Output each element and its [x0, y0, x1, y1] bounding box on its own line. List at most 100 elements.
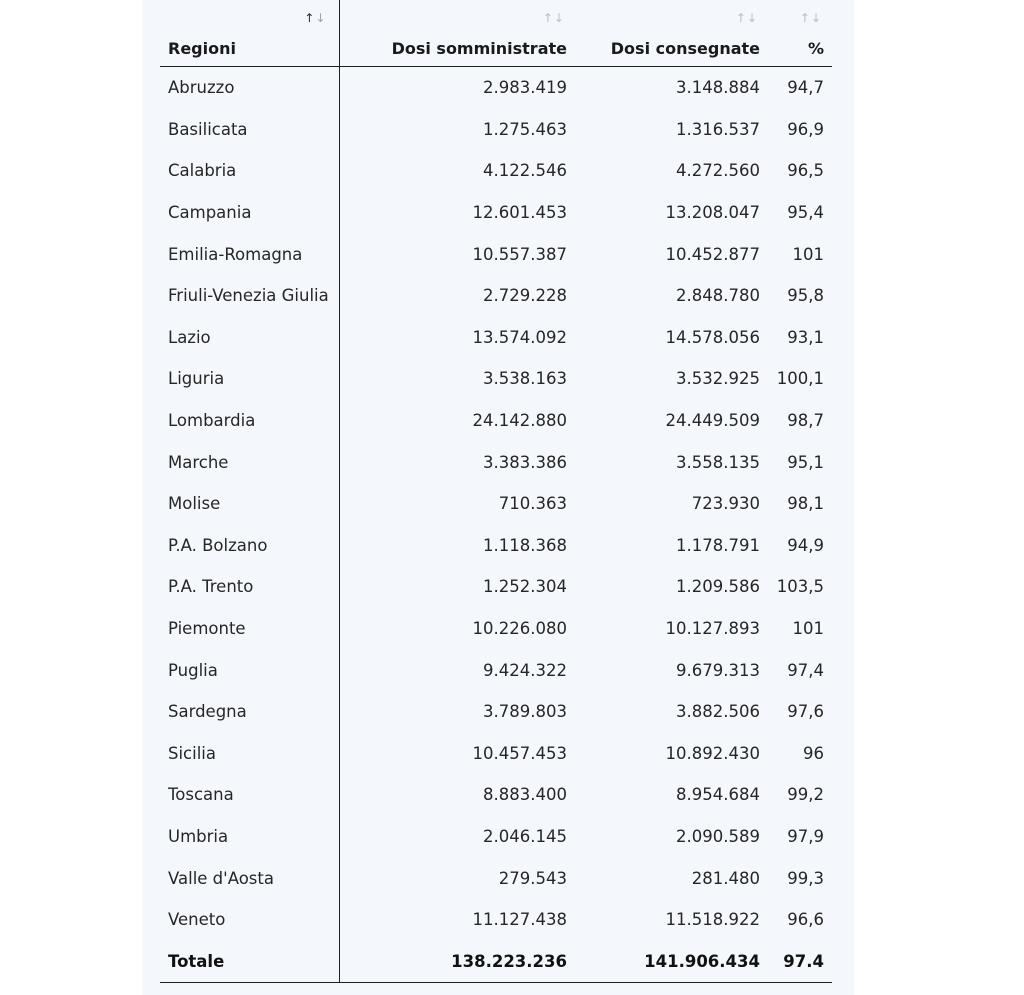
cell-administered: 3.789.803: [483, 702, 567, 722]
cell-delivered: 13.208.047: [665, 203, 760, 223]
table-row: Umbria 2.046.145 2.090.589 97,9: [160, 815, 832, 858]
cell-percent: 98,1: [787, 494, 824, 514]
cell-percent: 95,1: [787, 452, 824, 472]
cell-region: Abruzzo: [160, 66, 340, 109]
column-header-label: Dosi somministrate: [391, 39, 567, 58]
total-row: Totale 138.223.236 141.906.434 97.4: [160, 940, 832, 984]
cell-percent: 99,3: [787, 868, 824, 888]
cell-administered: 10.557.387: [472, 244, 567, 264]
cell-delivered: 1.209.586: [676, 577, 760, 597]
table-row: Calabria 4.122.546 4.272.560 96,5: [160, 150, 832, 192]
cell-region: Calabria: [160, 150, 340, 192]
cell-administered: 2.729.228: [483, 286, 567, 306]
vaccine-doses-table: ↑↓ Regioni ↑↓ Dosi somministrate ↑↓ Dosi…: [160, 0, 832, 984]
table-row: Toscana 8.883.400 8.954.684 99,2: [160, 774, 832, 816]
cell-delivered: 10.452.877: [665, 244, 760, 264]
table-row: Sardegna 3.789.803 3.882.506 97,6: [160, 690, 832, 733]
table-row: P.A. Bolzano 1.118.368 1.178.791 94,9: [160, 524, 832, 567]
cell-delivered: 2.090.589: [676, 826, 760, 846]
cell-administered: 3.538.163: [483, 369, 567, 389]
table-row: Molise 710.363 723.930 98,1: [160, 482, 832, 525]
cell-region: Friuli-Venezia Giulia: [160, 274, 340, 317]
sort-arrows-icon[interactable]: ↑↓: [543, 11, 565, 25]
cell-delivered: 10.127.893: [665, 619, 760, 639]
cell-percent: 101: [792, 244, 825, 264]
total-cell-administered: 138.223.236: [339, 940, 575, 984]
column-header-label: Regioni: [168, 39, 236, 58]
sort-arrows-icon[interactable]: ↑↓: [304, 11, 326, 25]
cell-administered: 1.252.304: [483, 577, 567, 597]
sort-arrows-icon[interactable]: ↑↓: [800, 11, 822, 25]
cell-percent: 97,6: [787, 702, 824, 722]
table-row: Piemonte 10.226.080 10.127.893 101: [160, 607, 832, 650]
cell-percent: 101: [792, 619, 825, 639]
table-row: Marche 3.383.386 3.558.135 95,1: [160, 441, 832, 483]
table-panel: ↑↓ Regioni ↑↓ Dosi somministrate ↑↓ Dosi…: [142, 0, 854, 995]
cell-region: Sardegna: [160, 690, 340, 733]
table-row: Puglia 9.424.322 9.679.313 97,4: [160, 649, 832, 691]
total-cell-delivered: 141.906.434: [575, 940, 768, 984]
cell-percent: 94,7: [787, 78, 824, 98]
cell-region: Piemonte: [160, 607, 340, 650]
cell-region: Sicilia: [160, 732, 340, 775]
cell-percent: 94,9: [787, 535, 824, 555]
cell-region: P.A. Bolzano: [160, 524, 340, 567]
cell-delivered: 1.178.791: [676, 535, 760, 555]
sort-arrows-icon[interactable]: ↑↓: [736, 11, 758, 25]
table-row: P.A. Trento 1.252.304 1.209.586 103,5: [160, 566, 832, 608]
cell-administered: 3.383.386: [483, 452, 567, 472]
cell-delivered: 3.532.925: [676, 369, 760, 389]
cell-delivered: 11.518.922: [665, 910, 760, 930]
cell-administered: 13.574.092: [472, 327, 567, 347]
sort-down-icon: ↓: [553, 11, 565, 25]
column-header-regioni[interactable]: ↑↓ Regioni: [160, 0, 340, 67]
cell-administered: 279.543: [498, 868, 567, 888]
cell-delivered: 4.272.560: [676, 161, 760, 181]
cell-delivered: 3.882.506: [676, 702, 760, 722]
table-row: Abruzzo 2.983.419 3.148.884 94,7: [160, 66, 832, 109]
cell-delivered: 2.848.780: [676, 286, 760, 306]
cell-region: Toscana: [160, 774, 340, 816]
cell-region: Campania: [160, 191, 340, 234]
cell-administered: 8.883.400: [483, 785, 567, 805]
table-header: ↑↓ Regioni ↑↓ Dosi somministrate ↑↓ Dosi…: [160, 0, 832, 67]
cell-administered: 12.601.453: [472, 203, 567, 223]
cell-percent: 96: [803, 743, 824, 763]
cell-administered: 2.046.145: [483, 826, 567, 846]
cell-region: Valle d'Aosta: [160, 857, 340, 899]
table-row: Veneto 11.127.438 11.518.922 96,6: [160, 898, 832, 941]
sort-up-icon: ↑: [304, 11, 316, 25]
cell-administered: 1.118.368: [483, 535, 567, 555]
column-header-label: %: [807, 39, 824, 58]
cell-region: Umbria: [160, 815, 340, 858]
cell-percent: 97,9: [787, 826, 824, 846]
column-header-dosi-consegnate[interactable]: ↑↓ Dosi consegnate: [575, 0, 768, 67]
total-cell-region: Totale: [160, 940, 340, 984]
sort-down-icon: ↓: [315, 11, 327, 25]
column-header-percent[interactable]: ↑↓ %: [768, 0, 832, 67]
cell-administered: 24.142.880: [472, 411, 567, 431]
cell-delivered: 8.954.684: [676, 785, 760, 805]
cell-region: Veneto: [160, 898, 340, 941]
table-row: Sicilia 10.457.453 10.892.430 96: [160, 732, 832, 775]
cell-delivered: 10.892.430: [665, 743, 760, 763]
column-header-dosi-somministrate[interactable]: ↑↓ Dosi somministrate: [339, 0, 575, 67]
cell-percent: 95,8: [787, 286, 824, 306]
cell-delivered: 3.148.884: [676, 78, 760, 98]
table-row: Friuli-Venezia Giulia 2.729.228 2.848.780 9…: [160, 274, 832, 317]
cell-delivered: 281.480: [691, 868, 760, 888]
cell-region: Molise: [160, 482, 340, 525]
table-row: Emilia-Romagna 10.557.387 10.452.877 101: [160, 233, 832, 275]
table-body: Abruzzo 2.983.419 3.148.884 94,7 Basilicata 1…: [160, 66, 832, 984]
cell-delivered: 3.558.135: [676, 452, 760, 472]
sort-up-icon: ↑: [542, 11, 554, 25]
table-row: Lazio 13.574.092 14.578.056 93,1: [160, 316, 832, 359]
cell-delivered: 1.316.537: [676, 119, 760, 139]
header-row: ↑↓ Regioni ↑↓ Dosi somministrate ↑↓ Dosi…: [160, 0, 832, 67]
table-row: Valle d'Aosta 279.543 281.480 99,3: [160, 857, 832, 899]
cell-administered: 4.122.546: [483, 161, 567, 181]
cell-delivered: 9.679.313: [676, 660, 760, 680]
cell-percent: 97,4: [787, 660, 824, 680]
table-row: Campania 12.601.453 13.208.047 95,4: [160, 191, 832, 234]
cell-percent: 96,9: [787, 119, 824, 139]
